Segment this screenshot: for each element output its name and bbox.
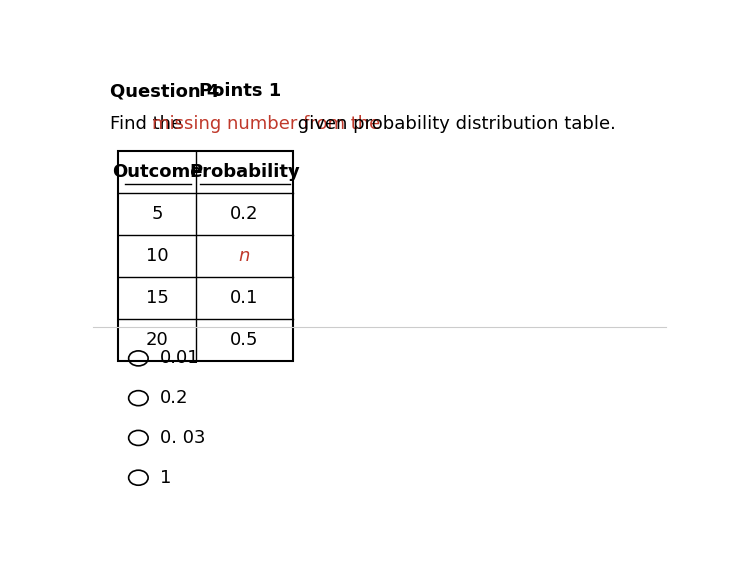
Text: 0.01: 0.01 (160, 350, 200, 367)
Text: 10: 10 (146, 247, 168, 265)
Text: 15: 15 (146, 289, 169, 307)
Text: 0.1: 0.1 (230, 289, 259, 307)
Text: 5: 5 (151, 204, 163, 223)
Text: 0. 03: 0. 03 (160, 429, 206, 447)
Text: 0.2: 0.2 (230, 204, 259, 223)
Text: 0.2: 0.2 (160, 389, 189, 407)
Text: given probability distribution table.: given probability distribution table. (292, 115, 616, 133)
Bar (118, 150, 293, 360)
Text: n: n (239, 247, 250, 265)
Text: missing number from the: missing number from the (152, 115, 380, 133)
Text: 1: 1 (160, 469, 172, 487)
Text: 0.5: 0.5 (230, 331, 259, 348)
Text: Question 4: Question 4 (110, 82, 219, 100)
Text: Find the: Find the (110, 115, 187, 133)
Text: Probability: Probability (189, 162, 300, 181)
Text: Outcome: Outcome (112, 162, 202, 181)
Text: Points 1: Points 1 (198, 82, 281, 100)
Text: 20: 20 (146, 331, 169, 348)
